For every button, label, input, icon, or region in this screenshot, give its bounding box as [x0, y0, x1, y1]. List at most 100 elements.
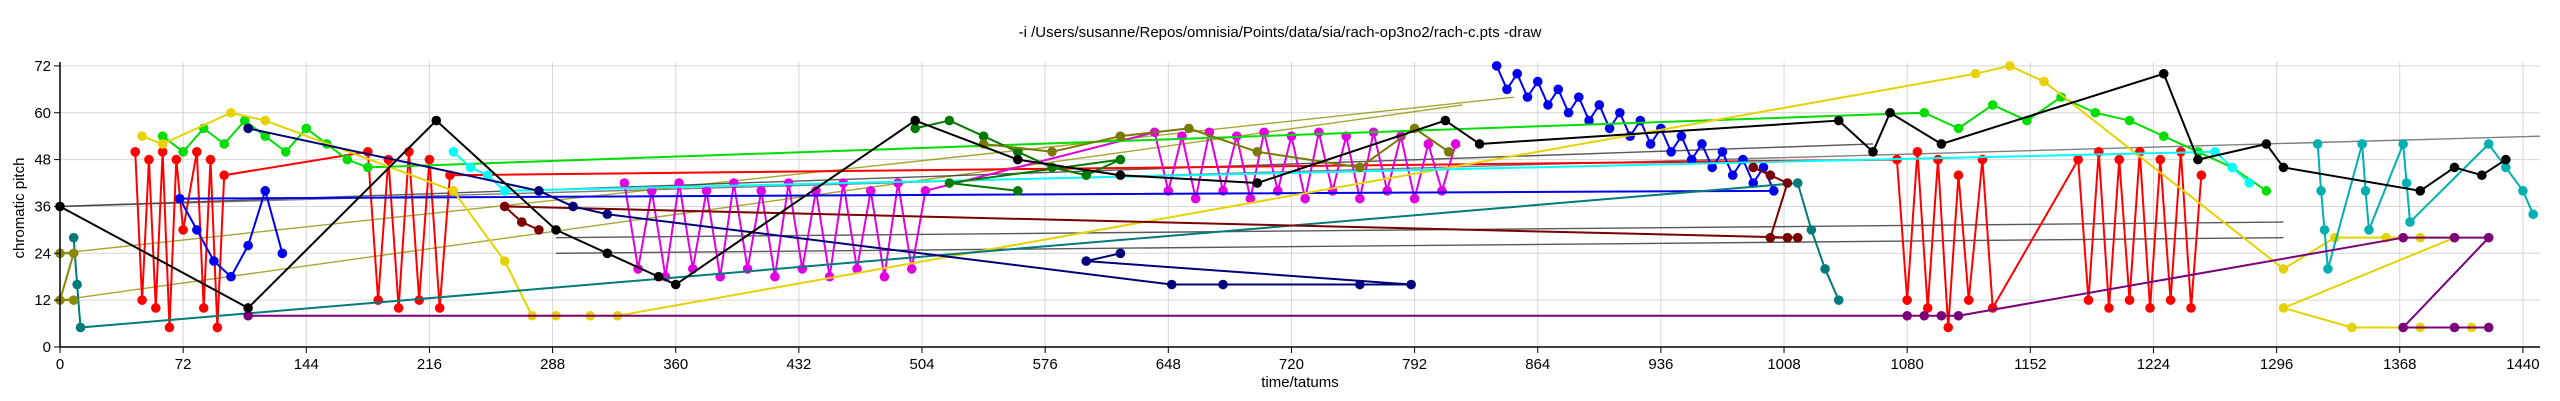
data-point: [1382, 186, 1393, 196]
data-point: [1286, 131, 1297, 141]
data-point: [1245, 193, 1256, 204]
y-tick-label: 60: [34, 105, 51, 122]
data-point: [1953, 170, 1964, 181]
data-point: [1047, 146, 1057, 157]
data-point: [280, 146, 291, 157]
data-point: [2278, 303, 2289, 313]
data-point: [1635, 115, 1646, 126]
data-point: [363, 162, 373, 173]
data-point: [1450, 139, 1461, 149]
data-point: [1953, 123, 1964, 134]
data-point: [1676, 131, 1687, 141]
data-point: [1782, 232, 1793, 243]
data-point: [1782, 178, 1793, 188]
data-point: [157, 139, 168, 149]
data-point: [1919, 310, 1930, 321]
x-tick-label: 216: [417, 356, 442, 373]
data-point: [178, 146, 188, 157]
data-point: [2401, 178, 2412, 188]
series-line: [248, 236, 2490, 329]
data-point: [2193, 154, 2203, 165]
data-point: [277, 248, 288, 259]
data-point: [1707, 162, 1717, 173]
x-tick-label: 792: [1402, 356, 1427, 373]
data-point: [2261, 139, 2272, 149]
y-tick-labels: 0 12 24 36 48 60 72: [34, 58, 51, 356]
data-point: [243, 303, 253, 313]
data-point: [219, 139, 229, 149]
data-point: [499, 186, 510, 196]
x-tick-label: 72: [175, 356, 192, 373]
x-tick-label: 1296: [2260, 356, 2293, 373]
data-point: [2323, 264, 2333, 274]
data-point: [2227, 162, 2237, 173]
data-point: [2124, 295, 2135, 305]
data-point: [192, 146, 202, 157]
data-point: [534, 186, 544, 196]
data-point: [893, 178, 903, 188]
series: [448, 146, 2255, 196]
connector-line: [555, 236, 2284, 255]
series-line: [162, 96, 2267, 192]
data-point: [157, 146, 168, 157]
series: [910, 115, 1126, 196]
axes: [54, 62, 2540, 353]
data-point: [393, 303, 404, 313]
data-point: [260, 186, 271, 196]
connector-line: [59, 143, 1873, 208]
data-point: [770, 271, 780, 282]
series-line: [59, 252, 75, 302]
data-point: [852, 264, 862, 274]
data-point: [1987, 100, 1998, 110]
data-point: [1758, 162, 1769, 173]
data-point: [1440, 115, 1451, 126]
data-point: [1184, 123, 1194, 134]
data-point: [68, 248, 79, 259]
data-point: [1806, 225, 1817, 235]
data-point: [1594, 100, 1605, 110]
data-point: [1491, 61, 1502, 71]
data-point: [342, 154, 353, 165]
y-tick-label: 0: [43, 339, 51, 356]
x-tick-label: 1152: [2014, 356, 2046, 373]
data-point: [1963, 295, 1974, 305]
data-point: [1936, 139, 1947, 149]
data-point: [1314, 127, 1324, 138]
data-point: [2449, 322, 2460, 333]
data-point: [1748, 178, 1759, 188]
data-point: [2449, 232, 2460, 243]
data-point: [568, 201, 578, 212]
data-point: [1522, 92, 1533, 102]
series-line: [141, 64, 2472, 329]
data-point: [301, 123, 312, 134]
data-point: [2398, 232, 2408, 243]
data-point: [499, 201, 510, 212]
data-point: [1444, 146, 1454, 157]
data-point: [144, 154, 154, 165]
series: [55, 248, 79, 305]
data-point: [1409, 193, 1420, 204]
y-tick-label: 24: [34, 245, 51, 262]
x-tick-labels: 0 72 144 216 288 360 432 504 576 648 720 792 864 936 1…: [56, 356, 2540, 373]
data-point: [1532, 76, 1543, 87]
data-point: [1936, 310, 1947, 321]
y-tick-label: 12: [34, 292, 51, 309]
data-point: [1012, 154, 1023, 165]
x-tick-label: 1224: [2137, 356, 2170, 373]
data-point: [260, 131, 271, 141]
data-point: [1502, 84, 1512, 95]
data-point: [1355, 162, 1365, 173]
data-point: [1765, 232, 1776, 243]
data-point: [516, 217, 527, 227]
data-point: [72, 279, 82, 290]
data-point: [1953, 310, 1964, 321]
x-tick-label: 576: [1033, 356, 1058, 373]
data-point: [448, 146, 459, 157]
data-point: [2415, 186, 2426, 196]
data-point: [212, 322, 223, 333]
data-point: [865, 186, 876, 196]
series-line: [983, 127, 1450, 169]
data-point: [1833, 295, 1844, 305]
chart-title: -i /Users/susanne/Repos/omnisia/Points/d…: [1019, 24, 1542, 41]
